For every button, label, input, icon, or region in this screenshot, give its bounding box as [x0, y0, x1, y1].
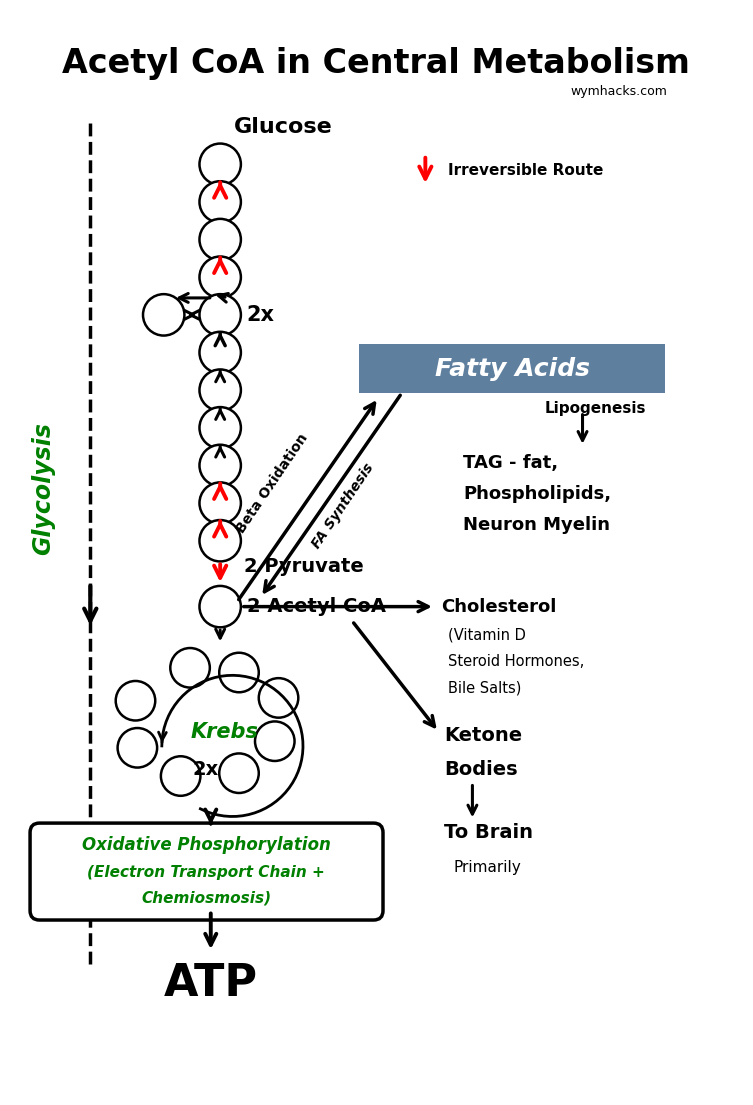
Text: Glycolysis: Glycolysis	[31, 422, 55, 556]
Circle shape	[200, 369, 241, 411]
Text: Fatty Acids: Fatty Acids	[435, 357, 590, 380]
Circle shape	[170, 648, 210, 687]
Circle shape	[255, 722, 294, 761]
Circle shape	[200, 407, 241, 449]
Circle shape	[143, 294, 184, 336]
Text: (Electron Transport Chain +: (Electron Transport Chain +	[87, 864, 325, 880]
Text: To Brain: To Brain	[444, 823, 533, 842]
Text: 2x: 2x	[193, 760, 219, 779]
Circle shape	[200, 586, 241, 628]
Text: Neuron Myelin: Neuron Myelin	[463, 516, 610, 534]
Circle shape	[161, 756, 200, 796]
Text: Glucose: Glucose	[234, 117, 333, 137]
Text: Phospholipids,: Phospholipids,	[463, 485, 611, 503]
Circle shape	[200, 294, 241, 336]
Circle shape	[200, 332, 241, 373]
Circle shape	[259, 678, 298, 717]
Circle shape	[200, 144, 241, 185]
Text: Acetyl CoA in Central Metabolism: Acetyl CoA in Central Metabolism	[62, 48, 691, 80]
Text: wymhacks.com: wymhacks.com	[570, 85, 667, 98]
Text: TAG - fat,: TAG - fat,	[463, 454, 558, 472]
Circle shape	[117, 728, 157, 768]
Text: Chemiosmosis): Chemiosmosis)	[141, 891, 271, 906]
Text: ATP: ATP	[163, 961, 258, 1004]
Circle shape	[200, 219, 241, 261]
Circle shape	[116, 681, 155, 720]
Text: Bile Salts): Bile Salts)	[448, 680, 521, 695]
Text: Krebs: Krebs	[191, 722, 259, 741]
Text: 2 Acetyl CoA: 2 Acetyl CoA	[246, 597, 386, 617]
FancyBboxPatch shape	[30, 823, 383, 920]
Text: Ketone: Ketone	[444, 726, 523, 745]
Text: Beta Oxidation: Beta Oxidation	[233, 431, 310, 536]
FancyBboxPatch shape	[359, 344, 666, 393]
Circle shape	[219, 754, 259, 793]
Circle shape	[200, 256, 241, 298]
Text: Oxidative Phosphorylation: Oxidative Phosphorylation	[81, 835, 331, 854]
Text: Steroid Hormones,: Steroid Hormones,	[448, 654, 584, 669]
Text: (Vitamin D: (Vitamin D	[448, 628, 526, 642]
Circle shape	[200, 520, 241, 561]
Circle shape	[219, 653, 259, 692]
Text: Lipogenesis: Lipogenesis	[545, 401, 646, 417]
Text: Irreversible Route: Irreversible Route	[448, 164, 603, 178]
Circle shape	[200, 181, 241, 222]
Circle shape	[200, 483, 241, 524]
Text: FA Synthesis: FA Synthesis	[310, 461, 377, 551]
Text: Primarily: Primarily	[453, 860, 521, 875]
Text: Cholesterol: Cholesterol	[441, 598, 556, 615]
Text: Bodies: Bodies	[444, 760, 518, 779]
Text: 2 Pyruvate: 2 Pyruvate	[244, 557, 364, 576]
Text: 2x: 2x	[246, 305, 275, 325]
Circle shape	[200, 444, 241, 486]
